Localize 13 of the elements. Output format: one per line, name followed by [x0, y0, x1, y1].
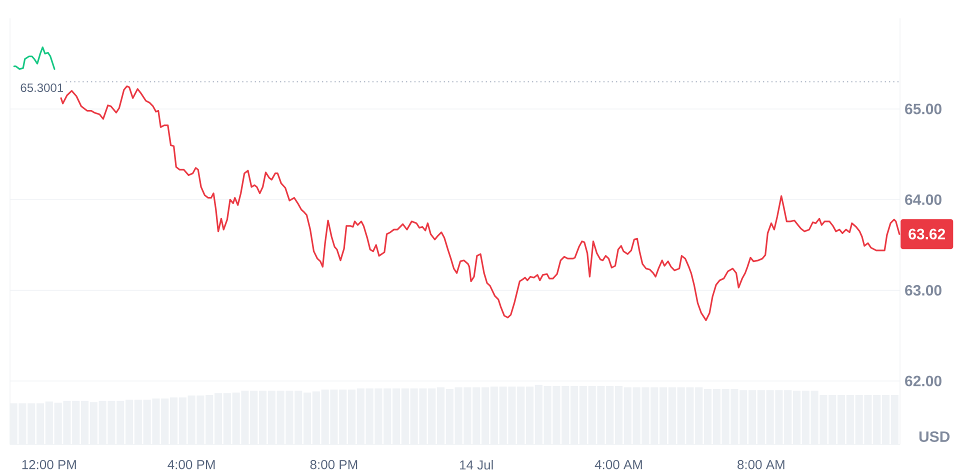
- x-tick-label: 8:00 AM: [738, 460, 784, 470]
- x-tick-label: 4:00 AM: [594, 460, 642, 470]
- x-tick-label: 12:00 PM: [22, 460, 76, 470]
- x-tick-label: 14 Jul: [460, 460, 493, 470]
- y-tick-label: 62.00: [905, 376, 942, 386]
- y-tick-label: 64.00: [905, 194, 942, 205]
- y-axis-title: USD: [919, 431, 950, 442]
- ref-line-label: 65.3001: [20, 84, 63, 92]
- x-tick-label: 4:00 PM: [168, 460, 215, 470]
- y-tick-label: 65.00: [905, 104, 942, 114]
- annotation: 63.62: [908, 228, 946, 240]
- x-tick-label: 8:00 PM: [310, 460, 358, 470]
- y-tick-label: 63.00: [905, 285, 942, 296]
